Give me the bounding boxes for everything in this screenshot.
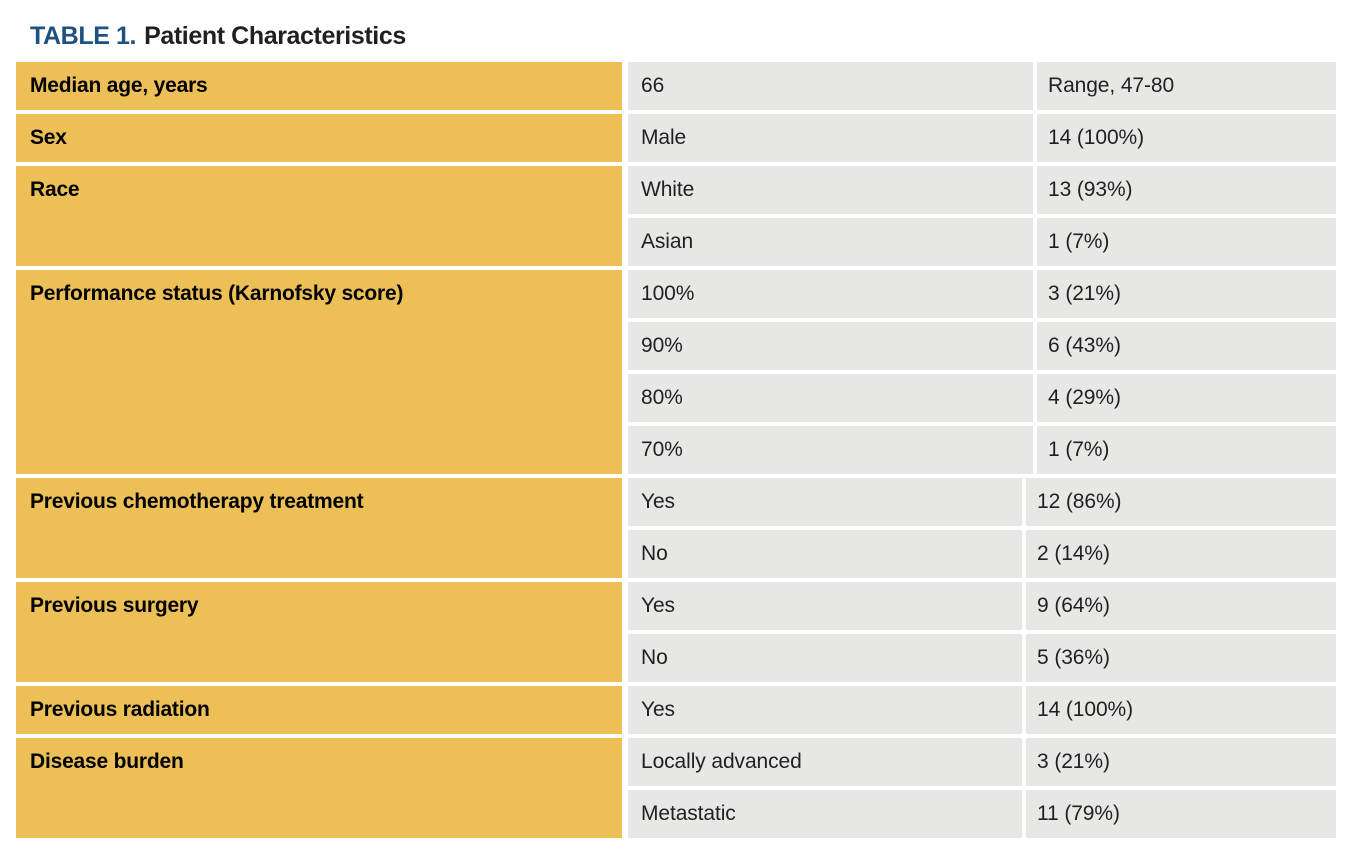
table-group: Previous surgery Yes 9 (64%) No 5 (36%) <box>16 582 1336 682</box>
stat-cell: 2 (14%) <box>1026 530 1336 578</box>
stat-cell: 14 (100%) <box>1026 686 1336 734</box>
value-cell: 80% <box>628 374 1033 422</box>
value-cell: No <box>628 634 1022 682</box>
value-cell: 90% <box>628 322 1033 370</box>
value-cell: Yes <box>628 478 1022 526</box>
group-rows: 66 Range, 47-80 <box>628 62 1336 110</box>
row-label-cell: Sex <box>16 114 622 162</box>
group-rows: Male 14 (100%) <box>628 114 1336 162</box>
table-row: Yes 14 (100%) <box>628 686 1336 734</box>
table-row: 90% 6 (43%) <box>628 322 1336 370</box>
stat-cell: 3 (21%) <box>1037 270 1336 318</box>
value-cell: 70% <box>628 426 1033 474</box>
row-label-cell: Performance status (Karnofsky score) <box>16 270 622 474</box>
table-row: Metastatic 11 (79%) <box>628 790 1336 838</box>
stat-cell: Range, 47-80 <box>1037 62 1336 110</box>
table-row: Locally advanced 3 (21%) <box>628 738 1336 786</box>
stat-cell: 1 (7%) <box>1037 426 1336 474</box>
group-rows: Yes 9 (64%) No 5 (36%) <box>628 582 1336 682</box>
table-group: Disease burden Locally advanced 3 (21%) Met… <box>16 738 1336 838</box>
group-rows: White 13 (93%) Asian 1 (7%) <box>628 166 1336 266</box>
row-label-cell: Previous surgery <box>16 582 622 682</box>
table-group: Race White 13 (93%) Asian 1 (7%) <box>16 166 1336 266</box>
value-cell: Yes <box>628 686 1022 734</box>
group-rows: Locally advanced 3 (21%) Metastatic 11 (79%… <box>628 738 1336 838</box>
table-group: Performance status (Karnofsky score) 100%… <box>16 270 1336 474</box>
table-row: No 5 (36%) <box>628 634 1336 682</box>
value-cell: Locally advanced <box>628 738 1022 786</box>
table-row: Male 14 (100%) <box>628 114 1336 162</box>
table-group: Previous radiation Yes 14 (100%) <box>16 686 1336 734</box>
table-row: Yes 9 (64%) <box>628 582 1336 630</box>
table-row: White 13 (93%) <box>628 166 1336 214</box>
table-group: Median age, years 66 Range, 47-80 <box>16 62 1336 110</box>
stat-cell: 6 (43%) <box>1037 322 1336 370</box>
value-cell: Yes <box>628 582 1022 630</box>
stat-cell: 3 (21%) <box>1026 738 1336 786</box>
group-rows: Yes 12 (86%) No 2 (14%) <box>628 478 1336 578</box>
stat-cell: 13 (93%) <box>1037 166 1336 214</box>
stat-cell: 1 (7%) <box>1037 218 1336 266</box>
row-label-cell: Previous chemotherapy treatment <box>16 478 622 578</box>
table-row: 100% 3 (21%) <box>628 270 1336 318</box>
stat-cell: 4 (29%) <box>1037 374 1336 422</box>
patient-characteristics-table: Median age, years 66 Range, 47-80 Sex Male 14… <box>16 62 1336 838</box>
stat-cell: 14 (100%) <box>1037 114 1336 162</box>
value-cell: Asian <box>628 218 1033 266</box>
row-label-cell: Disease burden <box>16 738 622 838</box>
stat-cell: 9 (64%) <box>1026 582 1336 630</box>
table-row: Yes 12 (86%) <box>628 478 1336 526</box>
table-row: 66 Range, 47-80 <box>628 62 1336 110</box>
table-group: Previous chemotherapy treatment Yes 12 (86… <box>16 478 1336 578</box>
table-row: No 2 (14%) <box>628 530 1336 578</box>
row-label-cell: Median age, years <box>16 62 622 110</box>
value-cell: Male <box>628 114 1033 162</box>
table-row: Asian 1 (7%) <box>628 218 1336 266</box>
group-rows: 100% 3 (21%) 90% 6 (43%) 80% 4 (29%) 70% 1 (7%) <box>628 270 1336 474</box>
table-title: TABLE 1. Patient Characteristics <box>30 22 406 51</box>
table-title-prefix: TABLE 1. <box>30 22 137 50</box>
stat-cell: 5 (36%) <box>1026 634 1336 682</box>
table-row: 80% 4 (29%) <box>628 374 1336 422</box>
table-row: 70% 1 (7%) <box>628 426 1336 474</box>
row-label-cell: Race <box>16 166 622 266</box>
table-title-text: Patient Characteristics <box>144 22 406 50</box>
value-cell: No <box>628 530 1022 578</box>
value-cell: White <box>628 166 1033 214</box>
value-cell: Metastatic <box>628 790 1022 838</box>
value-cell: 66 <box>628 62 1033 110</box>
stat-cell: 12 (86%) <box>1026 478 1336 526</box>
stat-cell: 11 (79%) <box>1026 790 1336 838</box>
row-label-cell: Previous radiation <box>16 686 622 734</box>
group-rows: Yes 14 (100%) <box>628 686 1336 734</box>
table-group: Sex Male 14 (100%) <box>16 114 1336 162</box>
value-cell: 100% <box>628 270 1033 318</box>
